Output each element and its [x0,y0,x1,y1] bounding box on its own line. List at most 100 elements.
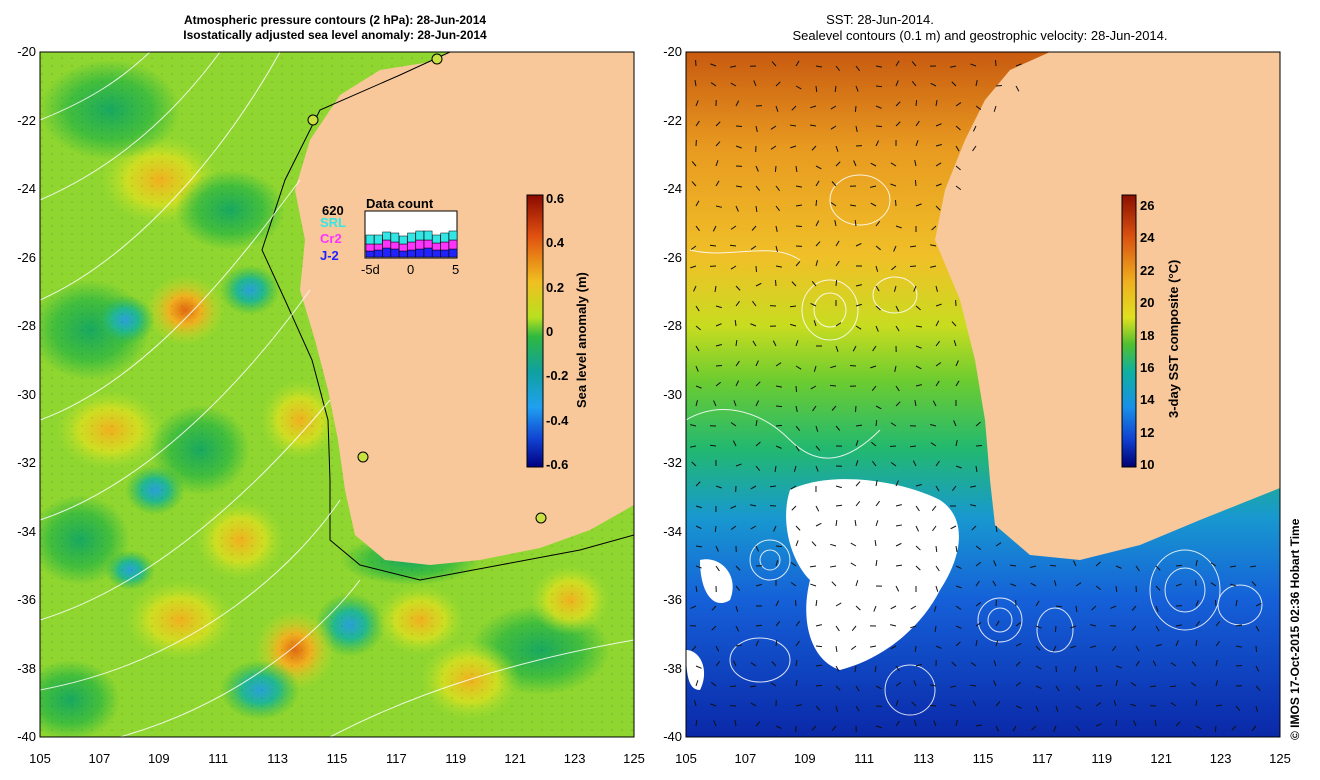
velocity-arrow [914,400,917,407]
velocity-arrow [855,440,859,447]
velocity-arrow [830,202,837,207]
velocity-arrow [1035,645,1041,651]
velocity-arrow [895,385,900,392]
velocity-arrow [875,245,881,251]
velocity-arrow [791,105,797,111]
velocity-arrow [875,480,878,487]
velocity-arrow [955,145,960,152]
velocity-arrow [795,165,798,173]
velocity-arrow [1255,685,1261,691]
velocity-arrow [795,405,798,412]
velocity-arrow [870,185,877,188]
sla-colorbar-tick-label: -0.2 [546,368,569,384]
velocity-arrow [1190,682,1197,687]
velocity-arrow [1015,705,1022,709]
velocity-arrow [690,265,697,269]
velocity-arrow [1015,642,1022,647]
velocity-arrow [915,505,920,512]
velocity-arrow [1251,725,1257,731]
velocity-arrow [895,60,900,67]
velocity-arrow [895,524,902,527]
velocity-arrow [790,582,797,587]
velocity-arrow [894,365,897,372]
velocity-arrow [714,525,717,533]
velocity-arrow [953,420,957,427]
velocity-arrow [815,624,822,627]
velocity-arrow [715,344,722,347]
velocity-arrow [690,445,697,448]
velocity-arrow [975,444,983,447]
velocity-arrow [829,384,837,387]
velocity-arrow [775,105,779,112]
velocity-arrow [909,245,917,248]
velocity-arrow [835,260,840,267]
velocity-arrow [895,504,902,507]
velocity-arrow [775,385,782,388]
velocity-arrow [775,225,778,232]
velocity-arrow [730,265,737,270]
data-count-bar [440,232,449,243]
velocity-arrow [795,640,800,647]
velocity-arrow [875,125,883,128]
velocity-arrow [935,100,938,107]
sst-colorbar-tick-label: 16 [1140,359,1155,375]
velocity-arrow [775,81,781,87]
velocity-arrow [855,125,858,132]
velocity-arrow [855,424,863,427]
velocity-arrow [795,704,802,707]
data-count-bar [390,248,400,258]
velocity-arrow [791,505,797,511]
velocity-arrow [895,564,903,567]
velocity-arrow [1049,564,1057,567]
velocity-arrow [775,600,780,607]
velocity-arrow [995,620,1000,627]
data-count-xtick-1: 0 [407,262,415,277]
velocity-arrow [875,65,882,68]
velocity-arrow [835,665,840,672]
velocity-arrow [1095,561,1101,567]
data-count-chart [364,210,458,259]
velocity-arrow [755,125,758,132]
velocity-arrow [810,105,817,109]
right-sealevel-contours [686,174,1263,716]
right-x-tick-label: 121 [1150,751,1173,766]
velocity-arrow [735,205,739,212]
velocity-arrow [955,565,962,570]
velocity-arrow [715,323,722,327]
velocity-arrow [752,300,757,307]
velocity-arrow [711,625,717,631]
velocity-arrow [695,365,699,372]
velocity-arrow [875,140,880,147]
velocity-arrow [710,63,717,67]
velocity-arrow [1231,725,1237,731]
velocity-arrow [715,565,720,572]
left-x-tick-label: 107 [88,751,111,766]
right-y-tick-label: -34 [663,523,682,539]
right-x-tick-label: 109 [793,751,816,766]
velocity-arrow [975,640,978,647]
velocity-arrow [975,80,978,87]
velocity-arrow [971,525,977,531]
data-count-bar [423,230,433,241]
velocity-arrow [933,605,937,612]
data-count-bar [382,231,391,241]
velocity-arrow [713,400,717,407]
velocity-arrow [1035,705,1039,712]
velocity-arrow [993,680,997,687]
velocity-arrow [755,205,758,213]
velocity-arrow [1175,583,1182,587]
left-y-tick-label: -26 [17,249,36,265]
velocity-arrow [875,559,878,567]
velocity-arrow [855,481,861,487]
velocity-arrow [690,424,697,427]
velocity-arrow [755,545,760,552]
velocity-arrow [935,303,942,307]
velocity-arrow [1115,585,1118,593]
right-map [686,52,1280,737]
data-count-bar [374,249,383,258]
velocity-arrow [930,244,937,247]
velocity-arrow [1035,665,1042,670]
velocity-arrow [791,281,797,287]
data-count-xtick-0: -5d [361,262,380,277]
velocity-arrow [813,320,817,327]
